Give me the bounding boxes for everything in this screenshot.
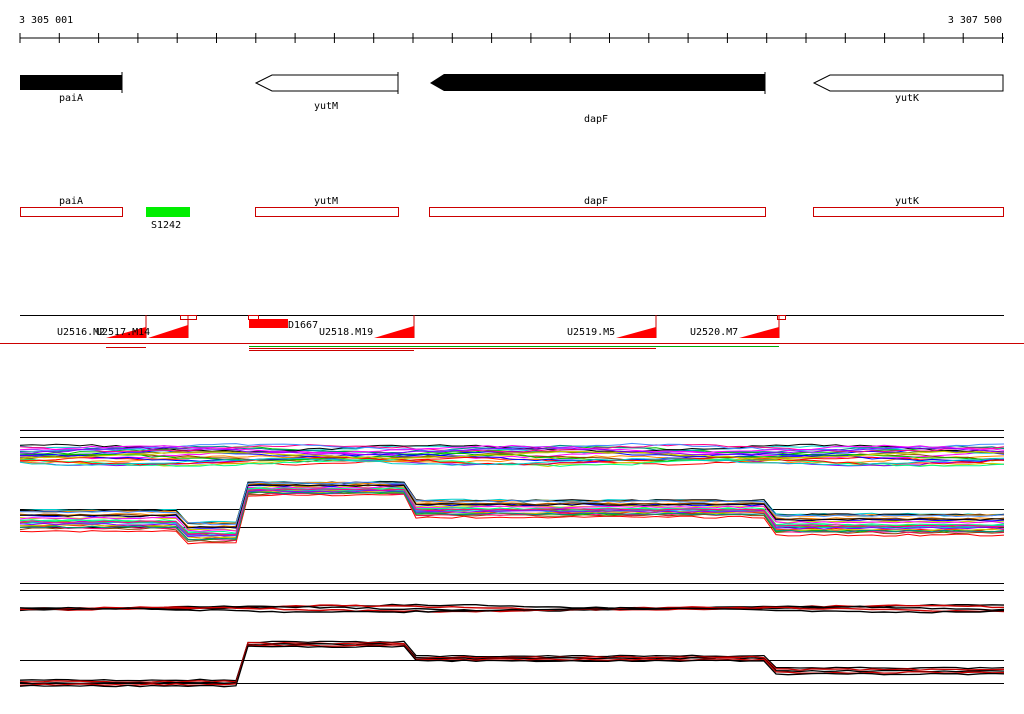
red-feature-label: D1667 [288, 320, 318, 331]
gene-arrow-dapf[interactable] [430, 74, 765, 91]
expression-profile-line [19, 457, 1005, 467]
expression-profile-line [19, 450, 1005, 460]
annotation-label-dapf: dapF [584, 196, 608, 207]
gene-label-dapf: dapF [584, 114, 608, 125]
gene-label-yutk: yutK [895, 93, 919, 104]
expression-profile-lines [19, 442, 1005, 545]
gene-label-yutm: yutM [314, 101, 338, 112]
annotation-label-yutm: yutM [314, 196, 338, 207]
segment-label: U2518.M19 [319, 327, 373, 338]
gene-label-paia: paiA [59, 93, 83, 104]
expression-profile-line [19, 456, 1004, 466]
segment-wedge [374, 326, 414, 338]
annotation-track: paiA yutM dapF yutK S1242 [20, 196, 1004, 231]
expression-panel-multi [19, 430, 1005, 545]
segment-marker [248, 315, 259, 320]
ruler-start-label: 3 305 001 [19, 15, 73, 26]
segment-wedge [739, 327, 779, 338]
gene-track: paiA yutM dapF yutK [20, 72, 1004, 125]
annotation-box-dapf[interactable] [429, 207, 766, 217]
expression-profile-lines [19, 603, 1005, 688]
annotation-box-yutk[interactable] [813, 207, 1004, 217]
expression-profile-line [19, 644, 1005, 686]
expression-profile-line [19, 450, 1005, 460]
segment-label: U2520.M7 [690, 327, 738, 338]
expression-profile-line [19, 481, 1005, 526]
coordinate-ruler: 3 305 001 3 307 500 [19, 15, 1004, 43]
segment-marker [777, 315, 786, 320]
expression-profile-line [19, 641, 1005, 683]
annotation-label-paia: paiA [59, 196, 83, 207]
expression-profile-line [19, 606, 1005, 614]
segment-label: U2517.M14 [96, 327, 150, 338]
expression-profile-line [19, 480, 1005, 524]
expression-profile-line [19, 643, 1005, 685]
segment-wedge [148, 325, 188, 338]
segment-marker [180, 315, 197, 320]
segment-track: D1667 U2516.M2 U2517.M14 U2518.M19 U2519… [0, 315, 1024, 351]
expression-profile-line [19, 489, 1005, 538]
green-feature-label: S1242 [151, 220, 181, 231]
segment-label: U2516.M2 [57, 327, 105, 338]
expression-profile-line [19, 640, 1005, 682]
red-feature-box[interactable] [249, 319, 288, 328]
expression-profile-line [19, 444, 1005, 454]
expression-profile-line [19, 446, 1005, 456]
gene-arrow-yutk[interactable] [812, 74, 1004, 92]
segment-label: U2519.M5 [567, 327, 615, 338]
expression-profile-line [19, 486, 1005, 532]
annotation-label-yutk: yutK [895, 196, 919, 207]
annotation-box-paia[interactable] [20, 207, 123, 217]
segment-wedge [106, 327, 146, 338]
expression-profile-line [19, 488, 1005, 536]
gene-arrow-yutm[interactable] [254, 74, 399, 92]
expression-profile-line [19, 493, 1005, 545]
expression-profile-line [19, 484, 1005, 529]
expression-profile-line [19, 491, 1005, 541]
expression-profile-line [19, 604, 1005, 612]
annotation-box-yutm[interactable] [255, 207, 399, 217]
segment-wedge [616, 327, 656, 338]
expression-profile-line [19, 645, 1005, 688]
expression-panel-pair [19, 583, 1005, 688]
expression-profile-line [19, 606, 1005, 613]
ruler-ticks [19, 33, 1003, 43]
expression-profile-line [19, 443, 1005, 453]
green-feature-box[interactable] [146, 207, 190, 217]
ruler-end-label: 3 307 500 [948, 15, 1002, 26]
gene-arrow-paia[interactable] [20, 75, 122, 90]
